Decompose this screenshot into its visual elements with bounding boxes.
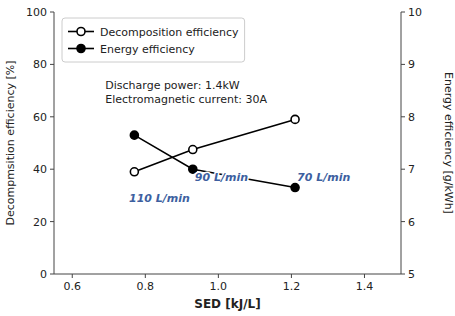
point-marker bbox=[291, 184, 299, 192]
y2-tick bbox=[401, 12, 405, 13]
annotation: 110 L/min bbox=[129, 192, 190, 205]
chart-container: 0.6 0.8 1.0 1.2 1.4 0 20 40 60 80 100 5 6 7 8 9 10 SED [k… bbox=[0, 0, 455, 316]
x-tick bbox=[72, 274, 73, 278]
point-marker bbox=[130, 168, 138, 176]
annotation: 70 L/min bbox=[297, 171, 350, 184]
x-tick bbox=[218, 274, 219, 278]
annotation-line: 90 L/min bbox=[195, 171, 248, 184]
y2-tick bbox=[401, 64, 405, 65]
series-line bbox=[134, 135, 295, 187]
annotations: 110 L/min 90 L/min 70 L/min Discharge power… bbox=[105, 79, 350, 205]
y-axis-line bbox=[54, 12, 55, 274]
x-tick-label: 1.0 bbox=[210, 280, 228, 293]
data-area bbox=[130, 115, 299, 191]
y2-tick-label: 9 bbox=[408, 58, 415, 71]
annotation-line: 110 L/min bbox=[129, 192, 190, 205]
y2-tick-label: 7 bbox=[408, 163, 415, 176]
y2-tick bbox=[401, 116, 405, 117]
y-tick bbox=[50, 64, 54, 65]
y-tick bbox=[50, 169, 54, 170]
legend-marker bbox=[77, 45, 85, 53]
y2-tick bbox=[401, 169, 405, 170]
y-tick-label: 0 bbox=[40, 268, 47, 281]
y2-axis-label: Energy efficiency [g/kWh] bbox=[442, 72, 455, 214]
x-tick bbox=[291, 274, 292, 278]
point-marker bbox=[291, 115, 299, 123]
y-tick-label: 80 bbox=[33, 58, 47, 71]
annotation-line: Electromagnetic current: 30A bbox=[105, 93, 267, 106]
x-tick bbox=[364, 274, 365, 278]
x-tick-label: 1.2 bbox=[283, 280, 301, 293]
series-0 bbox=[130, 115, 299, 175]
y-tick bbox=[50, 274, 54, 275]
point-marker bbox=[130, 131, 138, 139]
y2-tick-label: 8 bbox=[408, 111, 415, 124]
y2-tick bbox=[401, 221, 405, 222]
x-axis-label: SED [kJ/L] bbox=[194, 297, 260, 311]
annotation-line: Discharge power: 1.4kW bbox=[105, 79, 239, 92]
legend: Decomposition efficiency Energy efficienc… bbox=[62, 18, 245, 62]
series-1 bbox=[130, 131, 299, 191]
y2-tick-label: 5 bbox=[408, 268, 415, 281]
y-tick bbox=[50, 116, 54, 117]
x-tick-label: 0.6 bbox=[64, 280, 82, 293]
x-tick-label: 1.4 bbox=[356, 280, 374, 293]
annotation-line: 70 L/min bbox=[297, 171, 350, 184]
y-tick-label: 60 bbox=[33, 111, 47, 124]
y-tick-label: 100 bbox=[26, 6, 47, 19]
y-tick-label: 40 bbox=[33, 163, 47, 176]
annotation: Discharge power: 1.4kWElectromagnetic cu… bbox=[105, 79, 267, 106]
y2-tick-label: 6 bbox=[408, 216, 415, 229]
x-axis-line bbox=[54, 274, 401, 275]
y2-tick bbox=[401, 274, 405, 275]
series-line bbox=[134, 119, 295, 171]
y2-tick-label: 10 bbox=[408, 6, 422, 19]
y-tick-label: 20 bbox=[33, 216, 47, 229]
y2-axis-line bbox=[401, 12, 402, 274]
legend-label: Energy efficiency bbox=[100, 43, 195, 56]
point-marker bbox=[189, 146, 197, 154]
legend-marker bbox=[77, 28, 85, 36]
x-tick bbox=[145, 274, 146, 278]
axes: 0.6 0.8 1.0 1.2 1.4 0 20 40 60 80 100 5 6 7 8 9 10 bbox=[26, 6, 422, 293]
legend-label: Decomposition efficiency bbox=[100, 26, 239, 39]
chart-svg: 0.6 0.8 1.0 1.2 1.4 0 20 40 60 80 100 5 6 7 8 9 10 SED [k… bbox=[0, 0, 455, 316]
y-tick bbox=[50, 12, 54, 13]
annotation: 90 L/min bbox=[195, 171, 248, 184]
y-tick bbox=[50, 221, 54, 222]
x-tick-label: 0.8 bbox=[137, 280, 155, 293]
legend-box bbox=[62, 18, 245, 62]
y-axis-label: Decompmsition efficiency [%] bbox=[4, 60, 17, 225]
